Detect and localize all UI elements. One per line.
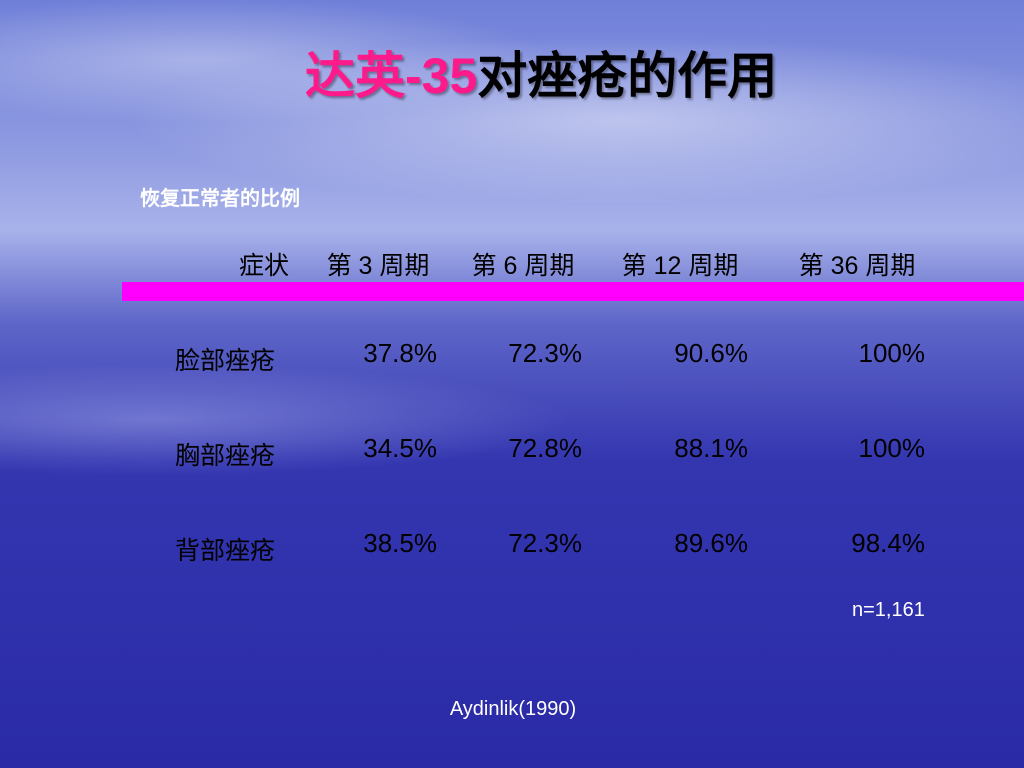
table-cell: 72.8%: [508, 433, 582, 463]
row-label: 背部痤疮: [175, 537, 276, 565]
slide-title: 达英-35对痤疮的作用: [305, 36, 777, 108]
table-cell: 34.5%: [363, 433, 437, 463]
row-label: 胸部痤疮: [175, 442, 276, 470]
subtitle: 恢复正常者的比例: [140, 188, 300, 210]
table-cell: 90.6%: [674, 338, 748, 368]
column-header: 第 12 周期: [621, 252, 739, 280]
source: Aydinlik(1990): [449, 698, 577, 720]
table-cell: 100%: [858, 433, 926, 463]
column-header: 第 36 周期: [798, 252, 916, 280]
table-cell: 72.3%: [508, 528, 582, 558]
title-accent: 达英-35: [305, 48, 478, 104]
table-cell: 38.5%: [363, 528, 437, 558]
table-cell: 89.6%: [674, 528, 748, 558]
column-header: 第 3 周期: [326, 252, 430, 280]
header-divider: [122, 282, 1024, 301]
column-header: 第 6 周期: [471, 252, 575, 280]
table-cell: 98.4%: [851, 528, 925, 558]
title-rest: 对痤疮的作用: [477, 48, 778, 104]
column-header: 症状: [238, 252, 290, 280]
table-cell: 100%: [858, 338, 926, 368]
table-cell: 72.3%: [508, 338, 582, 368]
table-cell: 88.1%: [674, 433, 748, 463]
table-cell: 37.8%: [363, 338, 437, 368]
row-label: 脸部痤疮: [175, 347, 276, 375]
sample-size: n=1,161: [852, 599, 925, 621]
